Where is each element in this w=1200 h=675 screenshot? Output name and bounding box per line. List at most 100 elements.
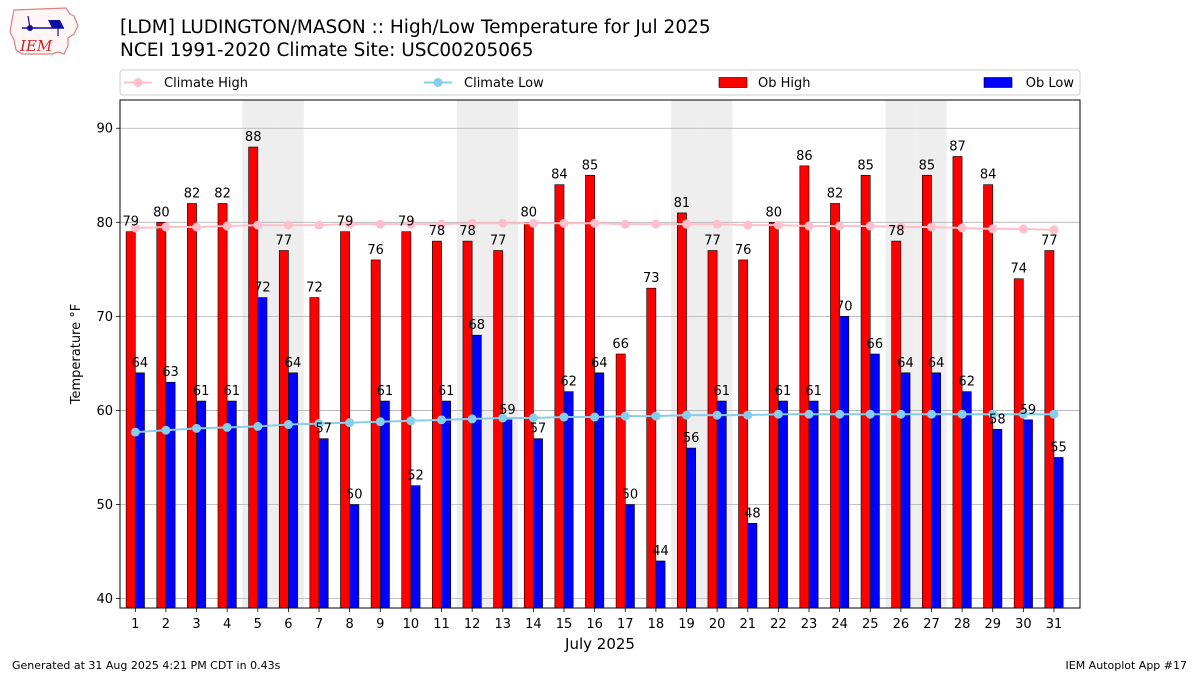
ob-high-label-18: 73 xyxy=(643,271,660,286)
ob-high-bar-3 xyxy=(187,203,197,609)
ob-high-bar-27 xyxy=(921,174,932,609)
ob-low-label-12: 68 xyxy=(468,318,485,333)
ob-low-label-23: 61 xyxy=(805,384,822,399)
climate-high-point-16 xyxy=(590,218,600,228)
y-tick-label-90: 90 xyxy=(96,122,113,137)
ob-low-label-8: 50 xyxy=(346,488,363,503)
ob-high-label-10: 79 xyxy=(398,215,415,230)
climate-high-point-27 xyxy=(926,222,936,232)
ob-low-bar-8 xyxy=(349,504,360,609)
ob-high-label-5: 88 xyxy=(245,130,262,145)
ob-high-label-30: 74 xyxy=(1010,262,1027,277)
ob-low-bar-2 xyxy=(165,381,176,609)
ob-low-label-25: 66 xyxy=(867,337,884,352)
ob-high-label-11: 78 xyxy=(429,224,446,239)
footer-app-label: IEM Autoplot App #17 xyxy=(1065,659,1188,672)
ob-low-bar-22 xyxy=(778,400,788,609)
climate-high-point-7 xyxy=(314,220,324,230)
ob-high-label-26: 78 xyxy=(888,224,905,239)
ob-high-label-28: 87 xyxy=(949,139,966,154)
ob-low-label-16: 64 xyxy=(591,356,608,371)
climate-low-point-22 xyxy=(773,409,783,419)
legend-ob-low-label: Ob Low xyxy=(1026,76,1075,91)
x-tick-label-19: 19 xyxy=(678,617,695,632)
climate-low-point-13 xyxy=(498,413,508,423)
ob-high-bar-1 xyxy=(125,231,136,609)
ob-low-bar-15 xyxy=(563,391,574,609)
chart-subtitle: NCEI 1991-2020 Climate Site: USC00205065 xyxy=(120,40,534,61)
ob-high-bar-20 xyxy=(707,250,718,609)
ob-low-label-6: 64 xyxy=(285,356,302,371)
ob-low-label-4: 61 xyxy=(223,384,240,399)
x-tick-label-20: 20 xyxy=(709,617,726,632)
legend-frame xyxy=(119,69,1081,96)
legend-climate-high-label: Climate High xyxy=(164,76,248,91)
x-tick-label-9: 9 xyxy=(376,617,384,632)
ob-low-bar-21 xyxy=(747,523,758,609)
ob-high-bar-16 xyxy=(585,174,595,609)
ob-low-bar-12 xyxy=(471,334,482,609)
climate-low-point-24 xyxy=(835,409,845,419)
y-tick-label-70: 70 xyxy=(96,310,113,325)
climate-low-point-17 xyxy=(620,411,630,421)
climate-low-point-25 xyxy=(865,409,875,419)
climate-high-point-25 xyxy=(865,221,875,231)
legend-ob-high-label: Ob High xyxy=(758,76,811,91)
climate-low-point-26 xyxy=(896,409,906,419)
ob-low-label-24: 70 xyxy=(836,299,853,314)
climate-high-point-10 xyxy=(406,219,416,229)
climate-high-point-30 xyxy=(1018,224,1028,234)
ob-high-bar-12 xyxy=(462,240,473,609)
climate-low-point-27 xyxy=(926,409,936,419)
ob-low-bar-17 xyxy=(624,504,635,609)
x-tick-label-8: 8 xyxy=(346,617,354,632)
ob-low-bar-23 xyxy=(808,400,819,609)
x-tick-label-21: 21 xyxy=(739,617,756,632)
ob-low-label-27: 64 xyxy=(928,356,945,371)
ob-low-bar-31 xyxy=(1053,457,1064,609)
ob-low-label-15: 62 xyxy=(560,375,577,390)
x-tick-label-12: 12 xyxy=(464,617,481,632)
ob-low-bar-7 xyxy=(318,438,329,609)
footer-generated: Generated at 31 Aug 2025 4:21 PM CDT in … xyxy=(12,659,281,672)
ob-high-bar-17 xyxy=(615,353,626,609)
ob-low-label-30: 59 xyxy=(1020,403,1037,418)
ob-high-label-8: 79 xyxy=(337,215,354,230)
climate-low-point-1 xyxy=(130,427,140,437)
climate-low-point-7 xyxy=(314,419,324,429)
ob-high-bar-6 xyxy=(278,250,289,609)
climate-high-point-29 xyxy=(988,224,998,234)
x-tick-label-29: 29 xyxy=(984,617,1001,632)
climate-low-point-16 xyxy=(590,412,600,422)
ob-high-bar-4 xyxy=(217,203,228,609)
x-tick-label-14: 14 xyxy=(525,617,542,632)
climate-low-point-5 xyxy=(253,421,263,431)
climate-high-point-26 xyxy=(896,222,906,232)
x-tick-label-17: 17 xyxy=(617,617,634,632)
ob-low-bar-20 xyxy=(716,400,727,609)
ob-high-label-7: 72 xyxy=(306,281,323,296)
ob-high-bar-2 xyxy=(156,221,167,609)
ob-high-bar-30 xyxy=(1013,278,1024,609)
ob-low-label-13: 59 xyxy=(499,403,516,418)
x-tick-label-2: 2 xyxy=(162,617,170,632)
ob-low-bar-6 xyxy=(288,372,298,609)
climate-high-point-5 xyxy=(253,220,263,230)
ob-high-label-6: 77 xyxy=(276,234,293,249)
x-tick-label-5: 5 xyxy=(254,617,262,632)
legend-climate-low-label: Climate Low xyxy=(464,76,544,91)
climate-high-point-22 xyxy=(773,220,783,230)
climate-high-point-19 xyxy=(682,219,692,229)
climate-low-point-30 xyxy=(1018,409,1028,419)
ob-high-label-15: 84 xyxy=(551,168,568,183)
x-tick-label-11: 11 xyxy=(433,617,450,632)
climate-low-point-11 xyxy=(437,415,447,425)
climate-high-point-13 xyxy=(498,218,508,228)
legend-climate-high-marker xyxy=(133,78,143,87)
x-tick-label-30: 30 xyxy=(1015,617,1032,632)
climate-low-point-9 xyxy=(375,417,385,427)
x-tick-label-26: 26 xyxy=(893,617,910,632)
x-tick-label-27: 27 xyxy=(923,617,940,632)
climate-low-point-6 xyxy=(283,420,293,430)
